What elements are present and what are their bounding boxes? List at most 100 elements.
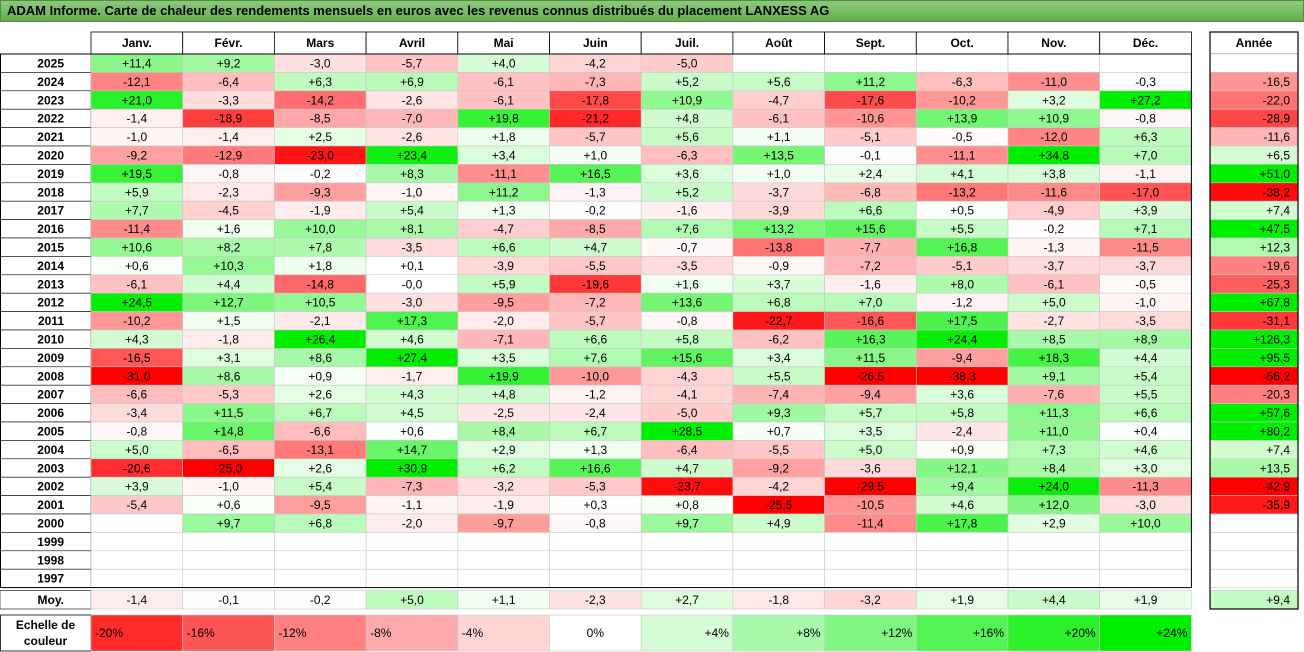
cell-value: +9,3 [767,406,791,420]
cell-value: -2,6 [402,130,423,144]
cell-value: +17,5 [947,314,978,328]
cell-value: -13,2 [948,185,976,199]
cell-value: -1,0 [1135,296,1156,310]
color-scale-swatch [1007,614,1100,652]
cell-value: -22,7 [765,314,793,328]
cell-value: -6,1 [493,75,514,89]
cell-value: -2,1 [310,314,331,328]
heat-cell [1099,568,1192,588]
cell-value: -38,3 [948,369,976,383]
cell-value: +13,2 [764,222,795,236]
cell-value: +6,6 [492,241,516,255]
cell-value: -0,8 [218,167,239,181]
cell-value: +14,7 [397,443,428,457]
month-header: Mars [306,36,334,50]
cell-value: +5,9 [492,277,516,291]
row-year-label: 2013 [37,277,64,291]
cell-value: -1,6 [860,277,881,291]
year-total-value: +80,2 [1260,425,1291,439]
heat-cell [90,550,183,570]
cell-value: -5,7 [402,57,423,71]
cell-value: -14,8 [307,277,335,291]
heat-cell [640,568,734,588]
color-scale-step: +20% [1065,626,1096,640]
row-year-label: 2000 [37,517,64,531]
cell-value: +13,6 [672,296,703,310]
cell-value: +10,6 [122,241,153,255]
year-total-value: +13,5 [1260,461,1291,475]
cell-value: +7,1 [1134,222,1158,236]
cell-value: +9,2 [217,57,241,71]
cell-value: +6,8 [308,517,332,531]
cell-value: +5,8 [950,406,974,420]
cell-value: +4,4 [1042,593,1066,607]
cell-value: -7,6 [1044,388,1065,402]
cell-value: +6,9 [400,75,424,89]
cell-value: +7,0 [1134,149,1158,163]
cell-value: +7,6 [675,222,699,236]
cell-value: -17,8 [582,93,610,107]
cell-value: +8,4 [492,425,516,439]
heat-cell [915,532,1009,552]
cell-value: -1,1 [1135,167,1156,181]
cell-value: +8,4 [1042,461,1066,475]
cell-value: +3,7 [767,277,791,291]
cell-value: +21,0 [122,93,153,107]
cell-value: -5,3 [585,480,606,494]
cell-value: +14,8 [213,425,244,439]
row-year-label: 1998 [37,553,64,567]
heat-cell [1007,550,1100,570]
cell-value: -0,2 [310,167,331,181]
row-year-label: 2001 [37,498,64,512]
year-total-value: -11,6 [1264,130,1291,144]
year-total-value: +7,4 [1266,443,1290,457]
cell-value: -12,1 [123,75,151,89]
cell-value: +10,9 [672,93,703,107]
cell-value: +11,4 [122,57,152,71]
color-scale-step: -20% [95,626,123,640]
cell-value: -5,5 [768,443,789,457]
cell-value: +8,6 [217,369,241,383]
cell-value: -6,3 [677,149,698,163]
heat-cell [274,550,367,570]
year-total-value: +51,0 [1260,167,1291,181]
color-scale-swatch [640,614,734,652]
cell-value: +16,5 [580,167,611,181]
year-total-value: +67,8 [1260,296,1291,310]
cell-value: +3,9 [1134,204,1158,218]
row-year-label: 2009 [37,351,64,365]
cell-value: +17,3 [397,314,428,328]
cell-value: +4,7 [583,241,607,255]
cell-value: +2,6 [308,388,332,402]
cell-value: +1,0 [583,149,607,163]
cell-value: -16,5 [123,351,151,365]
cell-value: -6,1 [768,112,789,126]
cell-value: -1,7 [402,369,423,383]
year-total-cell [1209,532,1299,552]
cell-value: +5,6 [675,130,699,144]
cell-value: +24,4 [947,333,978,347]
cell-value: -3,9 [768,204,789,218]
cell-value: +1,3 [583,443,607,457]
cell-value: +3,6 [675,167,699,181]
cell-value: +4,4 [1134,351,1158,365]
row-year-label: 1999 [37,535,64,549]
cell-value: +0,9 [308,369,332,383]
cell-value: +4,5 [400,406,424,420]
grid-frame [0,53,1192,589]
heat-cell [274,532,367,552]
cell-value: -2,3 [585,593,606,607]
cell-value: +6,6 [859,204,883,218]
cell-value: -7,4 [768,388,789,402]
cell-value: +10,0 [305,222,336,236]
cell-value: -6,2 [768,333,789,347]
cell-value: +1,9 [950,593,974,607]
cell-value: -14,2 [307,93,335,107]
cell-value: -25,0 [215,461,243,475]
heat-cell [365,532,459,552]
color-scale-step: +12% [881,626,912,640]
cell-value: +0,7 [767,425,791,439]
color-scale-step: +24% [1156,626,1187,640]
cell-value: -2,4 [952,425,973,439]
cell-value: +1,6 [217,222,241,236]
